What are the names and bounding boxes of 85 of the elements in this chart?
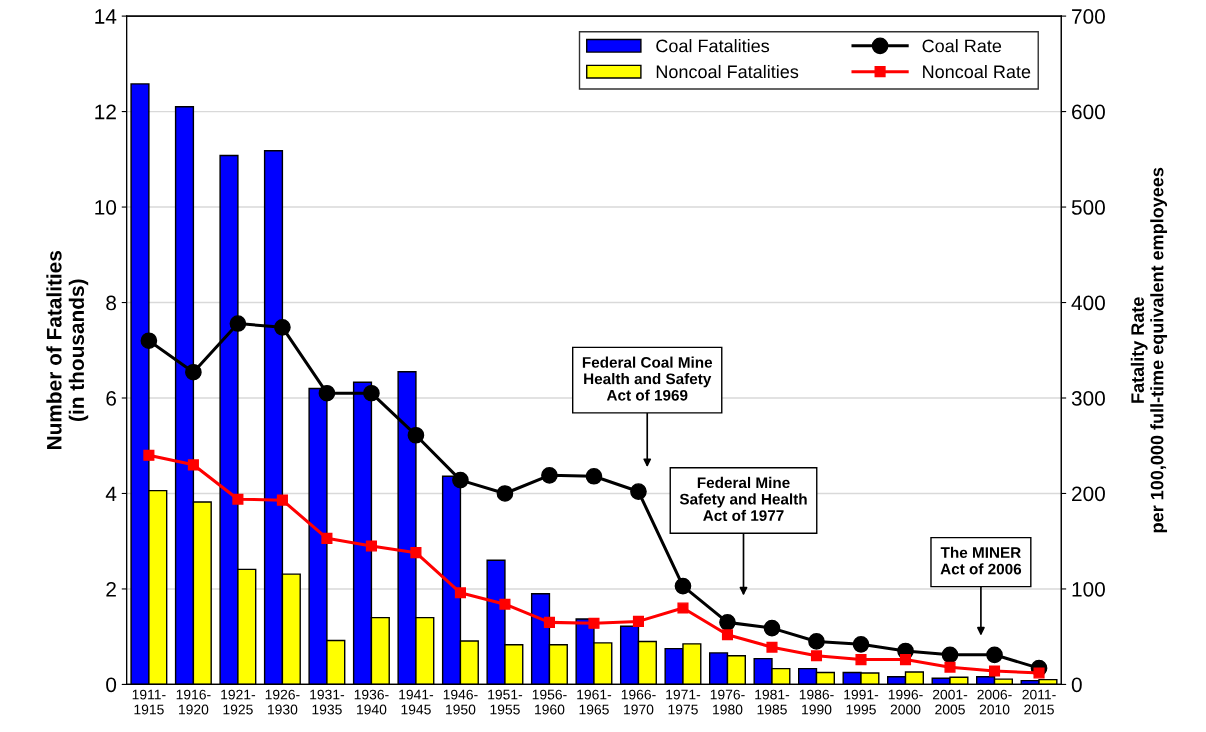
point [232, 493, 244, 505]
x-tick-label: 2011- 2015 [1022, 689, 1056, 715]
x-tick-label: 1986- 1990 [799, 689, 834, 715]
y2-axis-title: Fatality Rate per 100,000 full-time equivalent employees [1130, 167, 1168, 533]
point [143, 449, 155, 461]
point [808, 633, 825, 650]
x-tick-label: 1991- 1995 [844, 689, 879, 715]
point [185, 363, 202, 381]
x-tick-label: 1956- 1960 [532, 689, 567, 715]
y2-tick-label: 0 [1071, 677, 1082, 693]
point [140, 332, 158, 350]
point [496, 485, 514, 502]
x-tick-label: 1921- 1925 [221, 689, 256, 715]
point [855, 654, 867, 666]
x-tick-label: 2001- 2005 [932, 689, 968, 715]
y2-tick-label: 400 [1071, 295, 1105, 311]
point [543, 616, 556, 628]
x-tick-label: 1966- 1970 [621, 689, 656, 715]
point [407, 426, 425, 444]
point [763, 619, 781, 637]
y2-tick-label: 200 [1072, 486, 1105, 502]
y-tick-label: 2 [106, 581, 116, 597]
y-axis-title: Number of Fatalities (in thousands) [46, 250, 89, 449]
x-tick-label: 1911- 1915 [132, 689, 166, 715]
point [721, 629, 734, 641]
x-tick-label: 1931- 1935 [310, 689, 345, 715]
point [274, 319, 291, 336]
legend-label: Coal Fatalities [656, 39, 770, 53]
point [454, 587, 466, 599]
x-tick-label: 1971- 1975 [666, 689, 701, 715]
point [276, 494, 288, 506]
x-tick-label: 1926- 1930 [265, 689, 300, 715]
y-tick-label: 14 [95, 9, 117, 24]
x-tick-label: 1951- 1955 [488, 689, 523, 715]
annotation: Federal Coal Mine Health and Safety Act of 1969 [582, 356, 713, 401]
x-tick-label: 2006- 2010 [977, 689, 1012, 715]
x-tick-label: 1996- 2000 [888, 689, 923, 715]
y-tick-label: 12 [95, 104, 116, 120]
legend-label: Noncoal Rate [923, 64, 1031, 79]
point [674, 577, 692, 595]
point [766, 641, 778, 653]
point [585, 467, 603, 485]
y-tick-label: 10 [95, 200, 117, 215]
y-tick-label: 6 [106, 391, 116, 406]
legend-label: Noncoal Fatalities [656, 64, 799, 79]
point [719, 614, 736, 631]
point [988, 665, 1001, 677]
annotation: Federal Mine Safety and Health Act of 1977 [679, 476, 807, 521]
x-tick-label: 1976- 1980 [710, 689, 745, 715]
point [229, 315, 247, 332]
point [363, 384, 380, 402]
y2-tick-label: 500 [1071, 200, 1105, 215]
point [632, 615, 645, 627]
x-tick-label: 1936- 1940 [354, 689, 389, 715]
point [677, 602, 689, 614]
x-tick-label: 1961- 1965 [577, 689, 612, 715]
y2-tick-label: 700 [1072, 9, 1105, 24]
point [941, 646, 959, 664]
point [810, 650, 823, 662]
x-tick-label: 1981- 1985 [755, 689, 790, 715]
point [630, 483, 647, 500]
point [321, 532, 333, 544]
point [499, 598, 511, 610]
point [318, 384, 336, 402]
legend-label: Coal Rate [922, 39, 1002, 53]
point [986, 646, 1003, 664]
y-tick-label: 0 [106, 677, 117, 693]
point [365, 540, 377, 552]
point [852, 635, 870, 653]
y2-tick-label: 100 [1072, 581, 1105, 597]
x-tick-label: 1916- 1920 [176, 689, 211, 715]
point [899, 654, 912, 666]
point [541, 466, 558, 484]
point [452, 471, 469, 489]
point [187, 459, 199, 471]
y2-tick-label: 300 [1071, 391, 1105, 406]
point [944, 661, 956, 673]
point [588, 617, 600, 629]
y-tick-label: 4 [105, 486, 117, 502]
x-tick-label: 1941- 1945 [399, 689, 434, 715]
y2-tick-label: 600 [1072, 104, 1105, 120]
x-tick-label: 1946- 1950 [443, 689, 478, 715]
point [410, 547, 422, 559]
annotation: The MINER Act of 2006 [940, 546, 1022, 575]
y-tick-label: 8 [106, 295, 116, 311]
